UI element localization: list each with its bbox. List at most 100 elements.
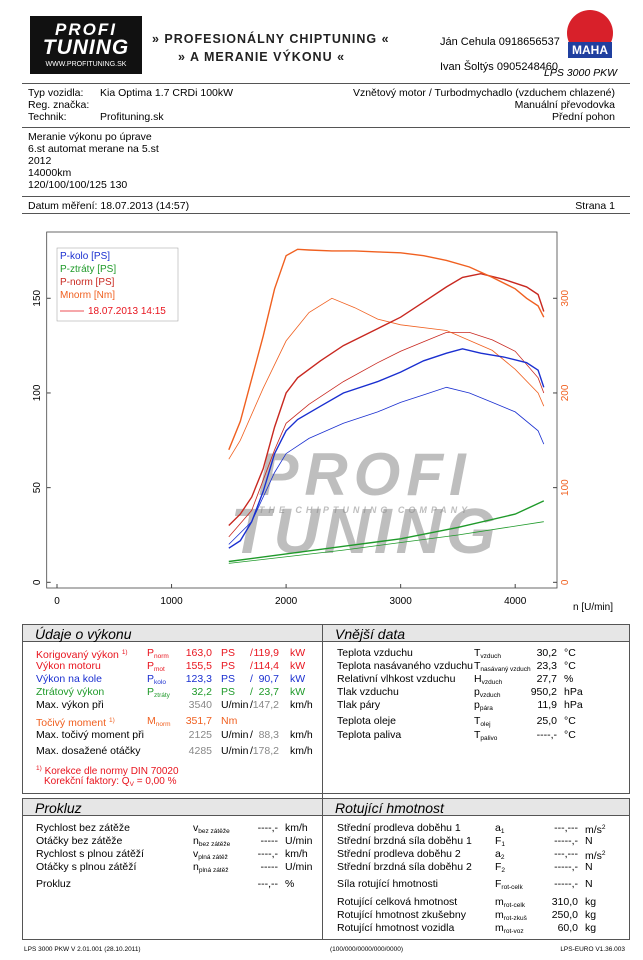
field-label: Reg. značka: xyxy=(28,99,90,111)
row-label: Tlak páry xyxy=(337,699,380,711)
value: ----,- xyxy=(257,822,278,834)
unit-text: kg xyxy=(585,896,597,908)
symbol-base: T xyxy=(474,647,481,659)
value: 90,7 xyxy=(258,673,279,685)
label-text: Teplota paliva xyxy=(337,729,402,741)
label-text: Teplota oleje xyxy=(337,715,396,727)
unit-text: U/min xyxy=(221,745,249,757)
unit-text: N xyxy=(585,835,593,847)
unit-text: Nm xyxy=(221,715,238,727)
row-label: Ztrátový výkon xyxy=(36,686,104,698)
field-value: Profituning.sk xyxy=(100,111,164,123)
page-number: Strana 1 xyxy=(575,200,615,212)
value: -----,- xyxy=(554,861,578,873)
symbol-base: a xyxy=(495,822,501,834)
row-label: Max. točivý moment při xyxy=(36,729,144,741)
value: ---,-- xyxy=(257,878,278,890)
unit-text: kg xyxy=(585,909,597,921)
unit: U/min xyxy=(285,835,312,847)
label-text: Ztrátový výkon xyxy=(36,686,105,698)
label-text: Střední prodleva doběhu 2 xyxy=(337,848,461,860)
unit-text: % xyxy=(564,673,574,685)
value: 11,9 xyxy=(537,699,557,711)
symbol-sub: 2 xyxy=(501,867,506,874)
separator: / xyxy=(250,699,253,711)
unit-text: °C xyxy=(564,647,576,659)
note: Meranie výkonu po úprave xyxy=(28,131,152,143)
symbol-base: v xyxy=(193,848,199,860)
symbol: Mnorm xyxy=(147,715,171,731)
symbol-base: n xyxy=(193,861,199,873)
label-text: Teplota vzduchu xyxy=(337,647,413,659)
x-axis-label: n [U/min] xyxy=(573,602,613,613)
symbol: mrot-celk xyxy=(495,896,525,912)
symbol-base: F xyxy=(495,878,502,890)
curve xyxy=(228,521,544,564)
symbol-sub: pára xyxy=(479,705,493,712)
footer: LPS-EURO V1.36.003 xyxy=(560,946,625,953)
symbol: mrot-voz xyxy=(495,922,524,938)
vehicle-spec: Vznětový motor / Turbodmychadlo (vzduche… xyxy=(352,87,615,99)
label-text: Teplota nasávaného vzduchu xyxy=(337,660,474,672)
unit-text: % xyxy=(285,878,295,890)
value: ---,--- xyxy=(554,848,578,860)
unit-text: PS xyxy=(221,673,236,685)
watermark: PROFI xyxy=(258,441,471,508)
legend-entry: Mnorm [Nm] xyxy=(60,290,115,301)
legend-box xyxy=(56,247,179,322)
symbol: mrot-zkuš xyxy=(495,909,527,925)
unit: % xyxy=(285,878,294,890)
unit: km/h xyxy=(285,822,308,834)
tagline: » PROFESIONÁLNY CHIPTUNING « xyxy=(152,32,390,46)
unit: kW xyxy=(290,660,306,672)
separator: / xyxy=(250,729,253,741)
symbol-base: P xyxy=(147,686,155,698)
y-tick-label: 50 xyxy=(32,482,43,494)
symbol: nbez zátěže xyxy=(193,835,230,851)
unit: PS xyxy=(221,647,235,659)
unit-text: N xyxy=(585,878,593,890)
value: 178,2 xyxy=(252,745,279,757)
symbol-sub: plná zátěž xyxy=(198,867,229,874)
unit: °C xyxy=(564,715,576,727)
logo: PROFI TUNING WWW.PROFITUNING.SK xyxy=(30,16,142,74)
legend-entry: P-ztráty [PS] xyxy=(60,264,116,275)
symbol-base: T xyxy=(474,729,481,741)
logo-url: WWW.PROFITUNING.SK xyxy=(45,61,127,68)
field-label: Typ vozidla: xyxy=(28,87,84,99)
unit-text: hPa xyxy=(564,699,583,711)
separator: / xyxy=(250,686,253,698)
symbol-base: P xyxy=(147,647,155,659)
row-label: Relativní vlhkost vzduchu xyxy=(337,673,455,685)
unit: kW xyxy=(290,686,306,698)
symbol: F2 xyxy=(495,861,505,877)
contact: Ivan Šoltýs 0905248460 xyxy=(440,61,559,73)
logo-bottom: TUNING xyxy=(42,36,130,59)
unit: m/s2 xyxy=(585,822,606,836)
unit-text: PS xyxy=(221,686,236,698)
y-tick-label: 0 xyxy=(32,579,43,585)
x-tick-label: 1000 xyxy=(160,596,183,607)
symbol-base: F xyxy=(495,861,502,873)
unit-text: hPa xyxy=(564,686,583,698)
symbol-base: P xyxy=(147,673,155,685)
symbol-sub: bez zátěže xyxy=(198,828,230,835)
unit-text: U/min xyxy=(221,729,249,741)
value: 23,7 xyxy=(258,686,279,698)
symbol-sub: rot-celk xyxy=(503,902,526,909)
footnote: 1) Korekce dle normy DIN 70020 xyxy=(36,763,179,778)
symbol-sub: bez zátěže xyxy=(198,841,231,848)
row-label: Teplota oleje xyxy=(337,715,396,727)
rule xyxy=(22,127,630,128)
maha-brand: MAHA xyxy=(568,42,612,58)
unit: kg xyxy=(585,909,596,921)
row-label: Prokluz xyxy=(36,878,71,890)
logo-top: PROFI xyxy=(55,20,117,39)
value: 60,0 xyxy=(557,922,578,934)
symbol: Pmot xyxy=(147,660,165,676)
divider xyxy=(322,624,323,940)
label-text: Prokluz xyxy=(36,878,72,890)
symbol: ppára xyxy=(474,699,493,715)
label-text: Rychlost s plnou zátěží xyxy=(36,848,144,860)
label-text: Točivý moment xyxy=(36,717,107,729)
